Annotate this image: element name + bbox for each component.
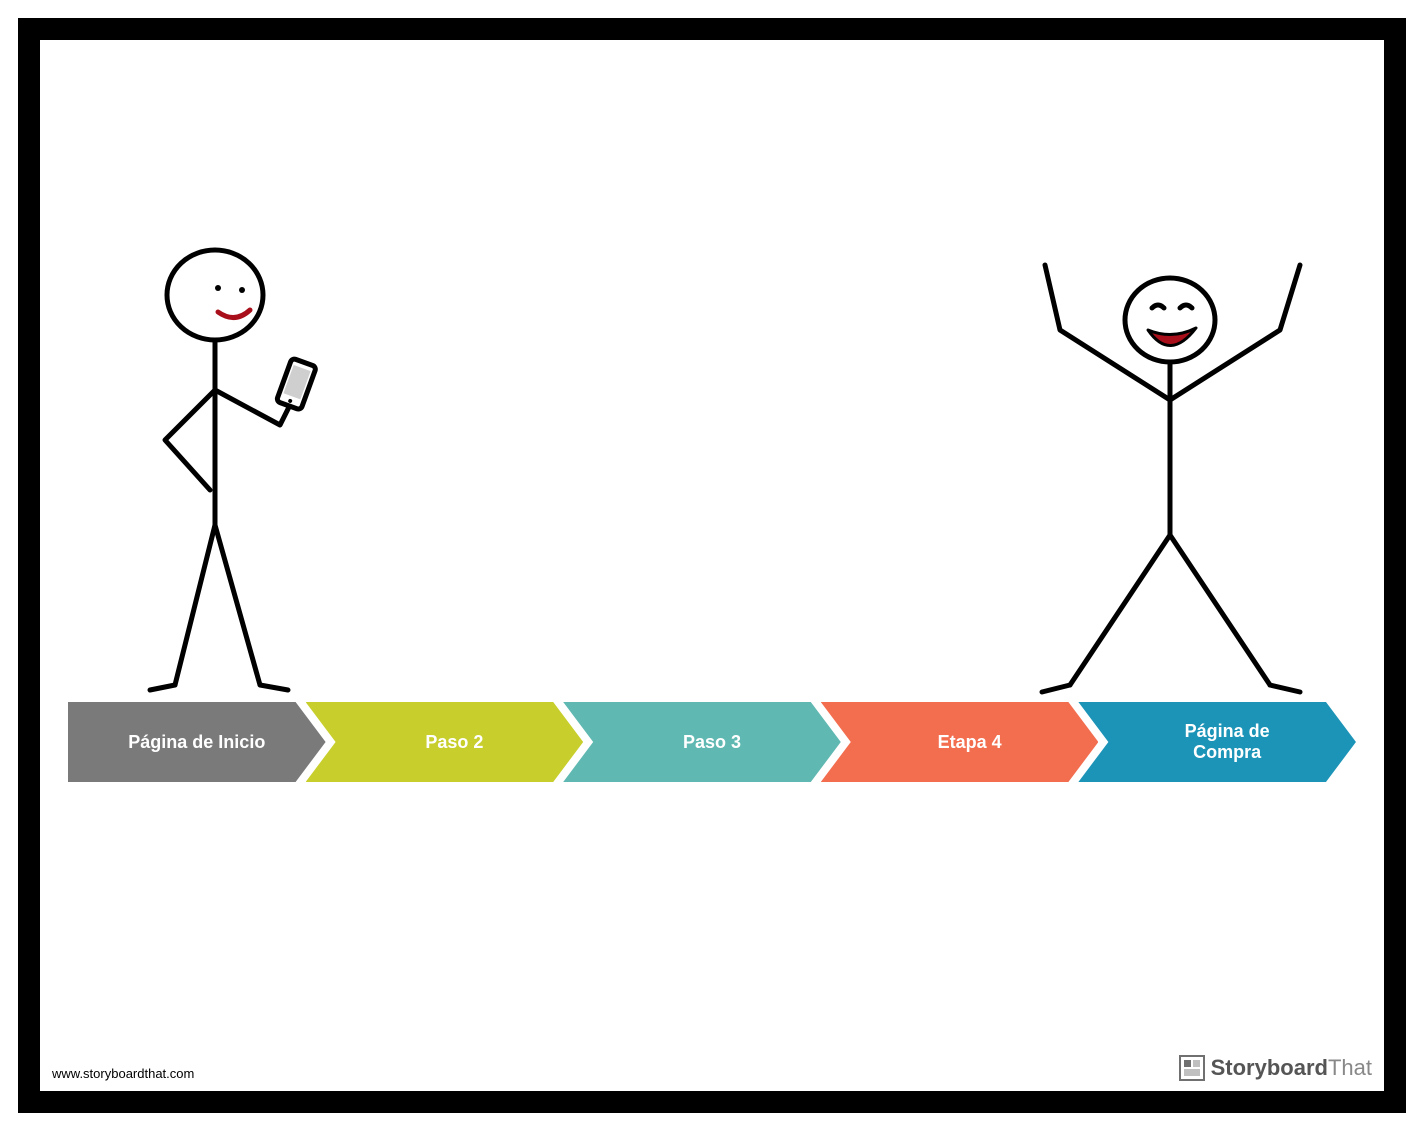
stick-figure-end [1000, 240, 1340, 700]
process-chevron-row: Página de Inicio Paso 2 Paso 3 Etapa 4 Págin… [68, 702, 1356, 782]
process-step-1: Página de Inicio [68, 702, 326, 782]
stick-figure-start [140, 240, 360, 700]
process-step-label: Paso 2 [425, 732, 483, 753]
process-step-label: Etapa 4 [938, 732, 1002, 753]
process-step-4: Etapa 4 [821, 702, 1099, 782]
footer-url: www.storyboardthat.com [52, 1066, 194, 1081]
storyboard-canvas: Página de Inicio Paso 2 Paso 3 Etapa 4 Págin… [40, 40, 1384, 1091]
process-step-label: Página de Inicio [128, 732, 265, 753]
process-step-label: Página de Compra [1185, 721, 1270, 762]
footer: www.storyboardthat.com StoryboardThat [52, 1055, 1372, 1081]
brand-prefix: Storyboard [1211, 1055, 1328, 1080]
storyboard-icon [1179, 1055, 1205, 1081]
process-step-label: Paso 3 [683, 732, 741, 753]
outer-frame: Página de Inicio Paso 2 Paso 3 Etapa 4 Págin… [18, 18, 1406, 1113]
inner-frame: Página de Inicio Paso 2 Paso 3 Etapa 4 Págin… [40, 40, 1384, 1091]
process-step-2: Paso 2 [306, 702, 584, 782]
process-step-5: Página de Compra [1078, 702, 1356, 782]
brand-suffix: That [1328, 1055, 1372, 1080]
process-step-3: Paso 3 [563, 702, 841, 782]
brand-logo: StoryboardThat [1179, 1055, 1372, 1081]
brand-text: StoryboardThat [1211, 1055, 1372, 1081]
